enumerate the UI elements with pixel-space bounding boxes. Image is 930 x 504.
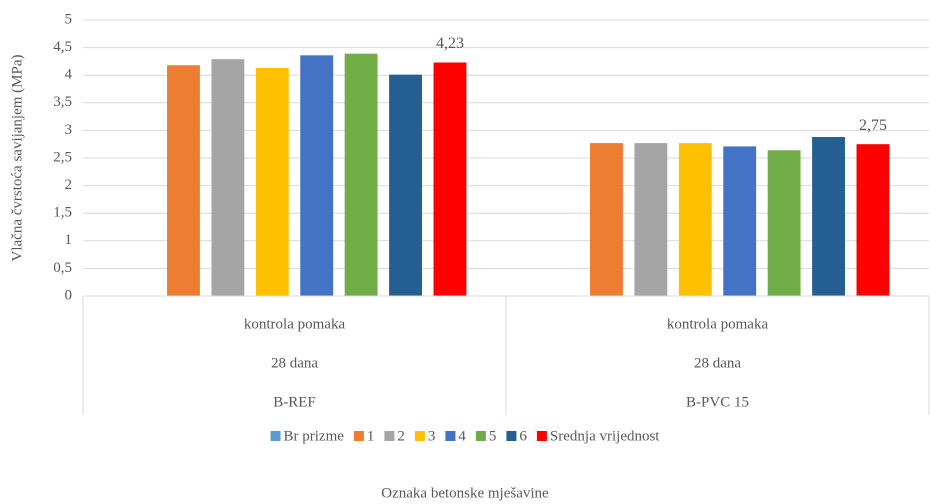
x-tick-label: kontrola pomaka <box>244 316 346 332</box>
y-tick-label: 2 <box>65 177 73 193</box>
legend-swatch <box>270 431 281 441</box>
y-tick-label: 1,5 <box>53 205 72 221</box>
bar <box>767 150 801 296</box>
y-tick-label: 1 <box>65 232 73 248</box>
bar <box>255 68 289 296</box>
y-tick-label: 4,5 <box>53 39 72 55</box>
legend-swatch <box>475 431 486 441</box>
x-tick-label: B-PVC 15 <box>686 394 749 410</box>
legend-swatch <box>506 431 517 441</box>
legend-label: Br prizme <box>284 428 345 444</box>
legend-swatch <box>445 431 456 441</box>
bar <box>812 137 845 296</box>
bar <box>344 53 378 297</box>
x-tick-label: 28 dana <box>694 355 741 371</box>
bar <box>590 143 623 296</box>
bar <box>389 74 422 296</box>
legend-swatch <box>414 431 425 441</box>
legend-label: 5 <box>489 428 497 444</box>
bar <box>723 146 757 296</box>
y-tick-label: 3 <box>65 122 73 138</box>
legend-label: 4 <box>458 428 466 444</box>
y-tick-label: 2,5 <box>53 149 72 165</box>
x-tick-label: B-REF <box>273 394 316 410</box>
y-tick-label: 4 <box>65 67 73 83</box>
legend-label: 1 <box>367 428 375 444</box>
legend-swatch <box>536 431 547 441</box>
legend-label: 6 <box>519 428 527 444</box>
y-tick-label: 0,5 <box>53 260 72 276</box>
y-tick-label: 3,5 <box>53 94 72 110</box>
data-label: 2,75 <box>859 117 887 134</box>
y-tick-label: 5 <box>65 11 73 27</box>
x-axis-title: Oznaka betonske mješavine <box>381 485 549 501</box>
bar <box>678 143 712 296</box>
bar <box>300 55 334 296</box>
bar <box>433 62 467 297</box>
y-tick-label: 0 <box>65 287 73 303</box>
bar <box>211 59 245 296</box>
x-tick-label: kontrola pomaka <box>667 316 769 332</box>
bar <box>634 143 668 296</box>
legend-swatch <box>353 431 364 441</box>
legend-swatch <box>384 431 395 441</box>
bar <box>856 144 890 296</box>
y-axis-title: Vlačna čvrstoća savijanjem (MPa) <box>9 54 25 261</box>
legend-label: 3 <box>428 428 436 444</box>
legend-label: 2 <box>397 428 405 444</box>
legend-label: Srednja vrijednost <box>550 428 660 444</box>
bar <box>167 65 200 296</box>
x-tick-label: 28 dana <box>271 355 318 371</box>
legend: Br prizme 1 2 3 4 5 6 Srednja vrijednost <box>270 428 660 444</box>
data-label: 4,23 <box>436 35 464 52</box>
